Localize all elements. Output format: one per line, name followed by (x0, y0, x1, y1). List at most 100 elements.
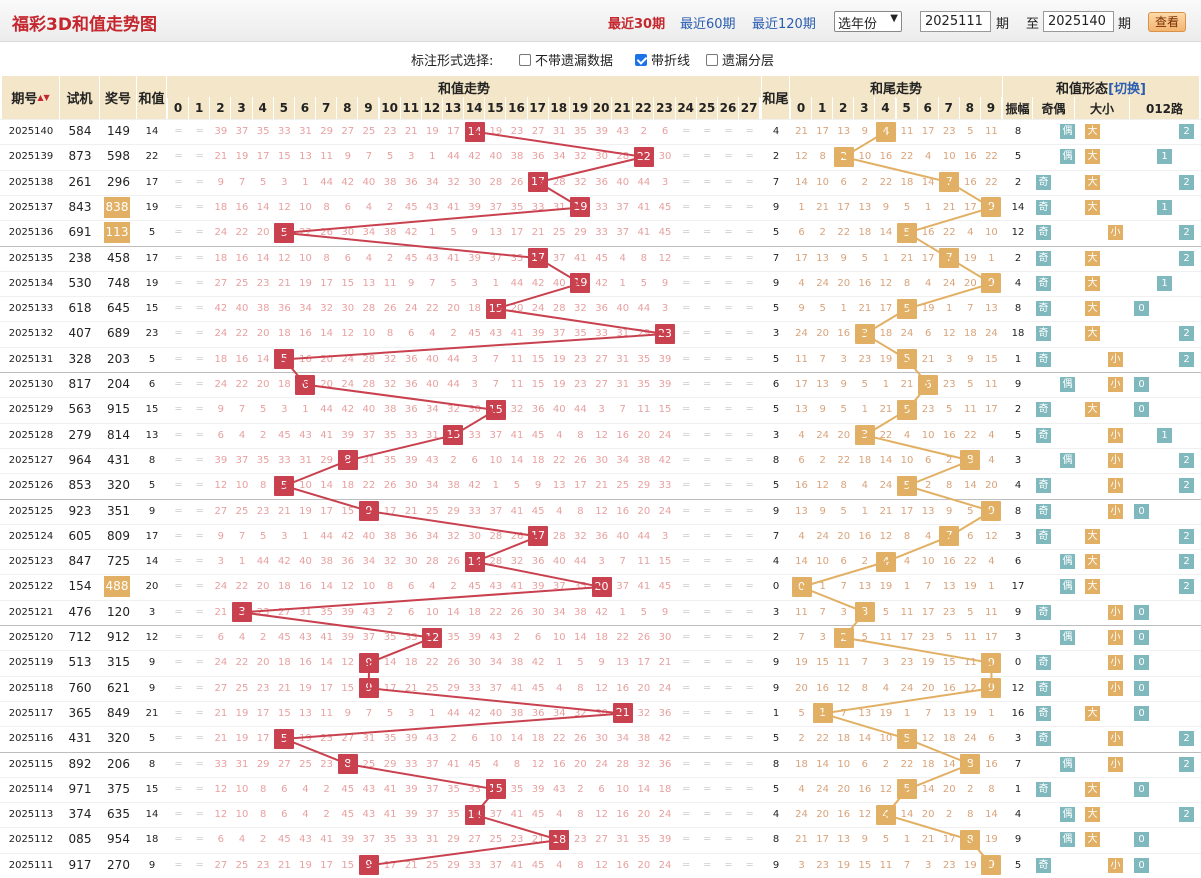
sum-miss-cell: 6 (408, 581, 415, 593)
checkbox[interactable] (706, 53, 718, 66)
sum-miss-cell: 21 (595, 480, 608, 492)
sum-miss-cell: 5 (513, 480, 521, 492)
trial-cell: 407 (68, 326, 92, 341)
sum-miss-cell: ═ (746, 657, 753, 669)
sum-miss-cell: 35 (256, 126, 270, 137)
sum-miss-cell: ═ (746, 404, 753, 416)
from-period-input[interactable]: 2025111 (920, 11, 991, 32)
sum-miss-cell: 36 (404, 379, 418, 390)
sum-miss-cell: ═ (196, 758, 203, 770)
tail-miss-cell: 1 (819, 581, 826, 593)
switch-link[interactable]: [切换] (1108, 81, 1146, 97)
sum-miss-cell: ═ (725, 429, 732, 441)
sum-miss-cell: 4 (429, 581, 436, 593)
sum-miss-cell: ═ (683, 277, 690, 289)
checkbox-checked[interactable] (635, 53, 647, 66)
sum-miss-cell: 41 (320, 632, 333, 643)
sum-miss-cell: 6 (661, 126, 669, 137)
checkbox[interactable] (519, 53, 531, 66)
tail-miss-cell: 21 (879, 505, 893, 517)
option-with-line[interactable]: 带折线 (635, 50, 690, 69)
sum-miss-cell: 40 (426, 353, 439, 365)
odd-badge: 奇 (1036, 857, 1051, 873)
sum-miss-cell: 10 (426, 606, 439, 618)
sum-miss-cell: 5 (577, 657, 584, 669)
tail-miss-cell: 2 (924, 480, 932, 492)
tail-miss-cell: 18 (879, 328, 893, 340)
big-badge: 大 (1085, 199, 1100, 215)
sum-miss-cell: 21 (404, 505, 418, 517)
sum-miss-cell: 14 (447, 606, 460, 618)
sum-col-9: 9 (358, 97, 380, 119)
sum-miss-cell: 34 (362, 556, 376, 568)
sum-miss-cell: 13 (616, 657, 630, 669)
sum-miss-cell: 14 (320, 480, 333, 492)
sum-miss-cell: 37 (362, 834, 376, 846)
sum-miss-cell: 28 (552, 176, 566, 188)
sum-miss-cell: 11 (510, 379, 524, 390)
trial-cell: 431 (68, 731, 92, 746)
sum-miss-cell: 2 (386, 606, 394, 618)
link-recent-30[interactable]: 最近30期 (608, 17, 666, 32)
link-recent-120[interactable]: 最近120期 (752, 17, 816, 32)
sum-miss-cell: ═ (196, 151, 203, 163)
sum-cell: 23 (145, 328, 159, 340)
tail-miss-cell: 1 (946, 303, 953, 315)
tail-miss-cell: 3 (946, 353, 953, 365)
option-no-missing[interactable]: 不带遗漏数据 (519, 50, 613, 69)
sum-hit: 12 (422, 627, 443, 648)
amp-cell: 3 (1014, 530, 1022, 542)
sum-miss-cell: 8 (577, 682, 584, 694)
sum-cell: 5 (148, 227, 156, 239)
sum-miss-cell: 42 (468, 480, 482, 492)
small-badge: 小 (1108, 604, 1123, 620)
tail-miss-cell: 4 (861, 480, 869, 492)
year-select[interactable]: 选年份 ▼ (834, 11, 902, 32)
link-recent-60[interactable]: 最近60期 (680, 17, 736, 32)
tail-miss-cell: 18 (795, 758, 808, 770)
sum-hit: 8 (337, 450, 358, 471)
sum-miss-cell: ═ (196, 733, 203, 745)
sum-miss-cell: 10 (235, 809, 249, 821)
page-title: 福彩3D和值走势图 (12, 15, 157, 35)
sum-col-27: 27 (739, 97, 761, 119)
options-bar: 标注形式选择: 不带遗漏数据 带折线 遗漏分层 (0, 46, 1201, 70)
tail-miss-cell: 18 (837, 733, 851, 745)
sum-miss-cell: ═ (704, 277, 711, 289)
sum-miss-cell: 34 (426, 480, 439, 492)
tail-miss-cell: 24 (900, 682, 914, 694)
sum-miss-cell: 13 (489, 227, 503, 239)
tail-hit: 9 (981, 678, 1002, 699)
sum-miss-cell: ═ (683, 201, 690, 213)
sum-miss-cell: 39 (658, 379, 672, 390)
odd-badge: 奇 (1036, 731, 1051, 747)
sum-miss-cell: 17 (637, 657, 651, 669)
sum-miss-cell: ═ (746, 505, 753, 517)
tail-miss-cell: 21 (900, 379, 914, 390)
sum-miss-cell: 38 (510, 657, 524, 669)
view-button[interactable]: 查看 (1148, 12, 1186, 32)
sum-miss-cell: 16 (616, 429, 630, 441)
tail-hit: 5 (897, 728, 917, 749)
tail-miss-cell: 6 (840, 176, 847, 188)
sum-miss-cell: 33 (658, 480, 672, 492)
sum-miss-cell: 19 (552, 353, 566, 365)
sum-miss-cell: ═ (196, 632, 203, 643)
sum-miss-cell: 8 (513, 758, 521, 770)
sum-miss-cell: 20 (637, 505, 651, 517)
option-missing-layer[interactable]: 遗漏分层 (706, 50, 774, 69)
to-period-input[interactable]: 2025140 (1043, 11, 1114, 32)
sum-miss-cell: 40 (362, 404, 376, 416)
tail-miss-cell: 16 (921, 227, 935, 239)
col-period-header[interactable]: 期号 ▲▼ (2, 76, 60, 119)
tail-miss-cell: 8 (988, 783, 995, 795)
tail-miss-cell: 17 (985, 404, 998, 416)
sum-miss-cell: 41 (383, 809, 397, 821)
tail-miss-cell: 13 (858, 581, 872, 593)
tail-miss-cell: 24 (816, 530, 829, 542)
sum-miss-cell: 24 (658, 505, 672, 517)
sum-miss-cell: 37 (552, 252, 566, 264)
sum-miss-cell: 45 (277, 834, 291, 846)
sum-miss-cell: 18 (531, 733, 545, 745)
sum-miss-cell: 3 (408, 151, 415, 163)
